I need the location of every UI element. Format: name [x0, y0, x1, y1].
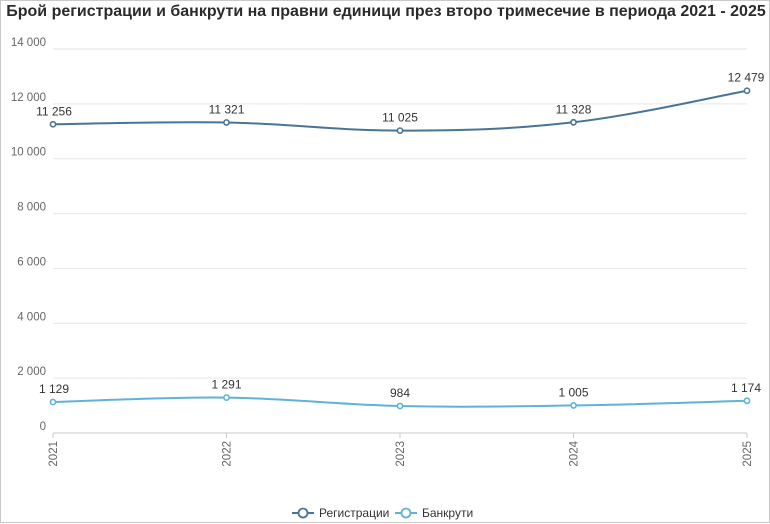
data-point — [396, 402, 404, 410]
data-label: 11 025 — [382, 111, 418, 125]
data-point — [570, 402, 577, 409]
data-point — [396, 127, 404, 135]
legend-marker — [297, 507, 309, 519]
y-tick-label: 12 000 — [11, 92, 46, 104]
data-label: 1 005 — [558, 385, 588, 399]
data-point — [49, 398, 57, 406]
y-tick-label: 2 000 — [17, 366, 46, 378]
data-label: 11 321 — [209, 102, 245, 116]
legend-item: Регистрации — [292, 506, 389, 520]
x-tick-label: 2025 — [742, 441, 754, 467]
y-tick-label: 6 000 — [17, 256, 46, 268]
legend-label: Банкрути — [422, 506, 473, 520]
data-label: 11 256 — [36, 104, 72, 118]
chart-title: Брой регистрации и банкрути на правни ед… — [6, 3, 766, 20]
y-tick-label: 4 000 — [17, 311, 46, 323]
y-tick-label: 10 000 — [11, 147, 46, 159]
data-label: 1 291 — [211, 378, 241, 392]
data-point — [570, 118, 577, 126]
data-point — [743, 87, 751, 95]
data-label: 12 479 — [728, 71, 765, 85]
legend-marker — [400, 507, 412, 519]
data-point — [49, 120, 57, 128]
data-label: 984 — [390, 386, 410, 400]
x-tick-label: 2021 — [48, 441, 60, 467]
x-tick-label: 2024 — [569, 440, 581, 466]
y-tick-label: 0 — [40, 421, 46, 433]
legend-label: Регистрации — [319, 506, 389, 520]
x-tick-label: 2023 — [395, 441, 407, 467]
y-tick-label: 14 000 — [11, 37, 46, 49]
legend-item: Банкрути — [395, 506, 473, 520]
data-label: 1 129 — [39, 382, 69, 396]
data-point — [743, 397, 751, 405]
data-label: 1 174 — [731, 381, 761, 395]
data-point — [223, 119, 230, 126]
data-label: 11 328 — [556, 102, 592, 116]
y-tick-label: 8 000 — [17, 202, 46, 214]
data-point — [223, 394, 230, 401]
x-tick-label: 2022 — [222, 441, 234, 467]
